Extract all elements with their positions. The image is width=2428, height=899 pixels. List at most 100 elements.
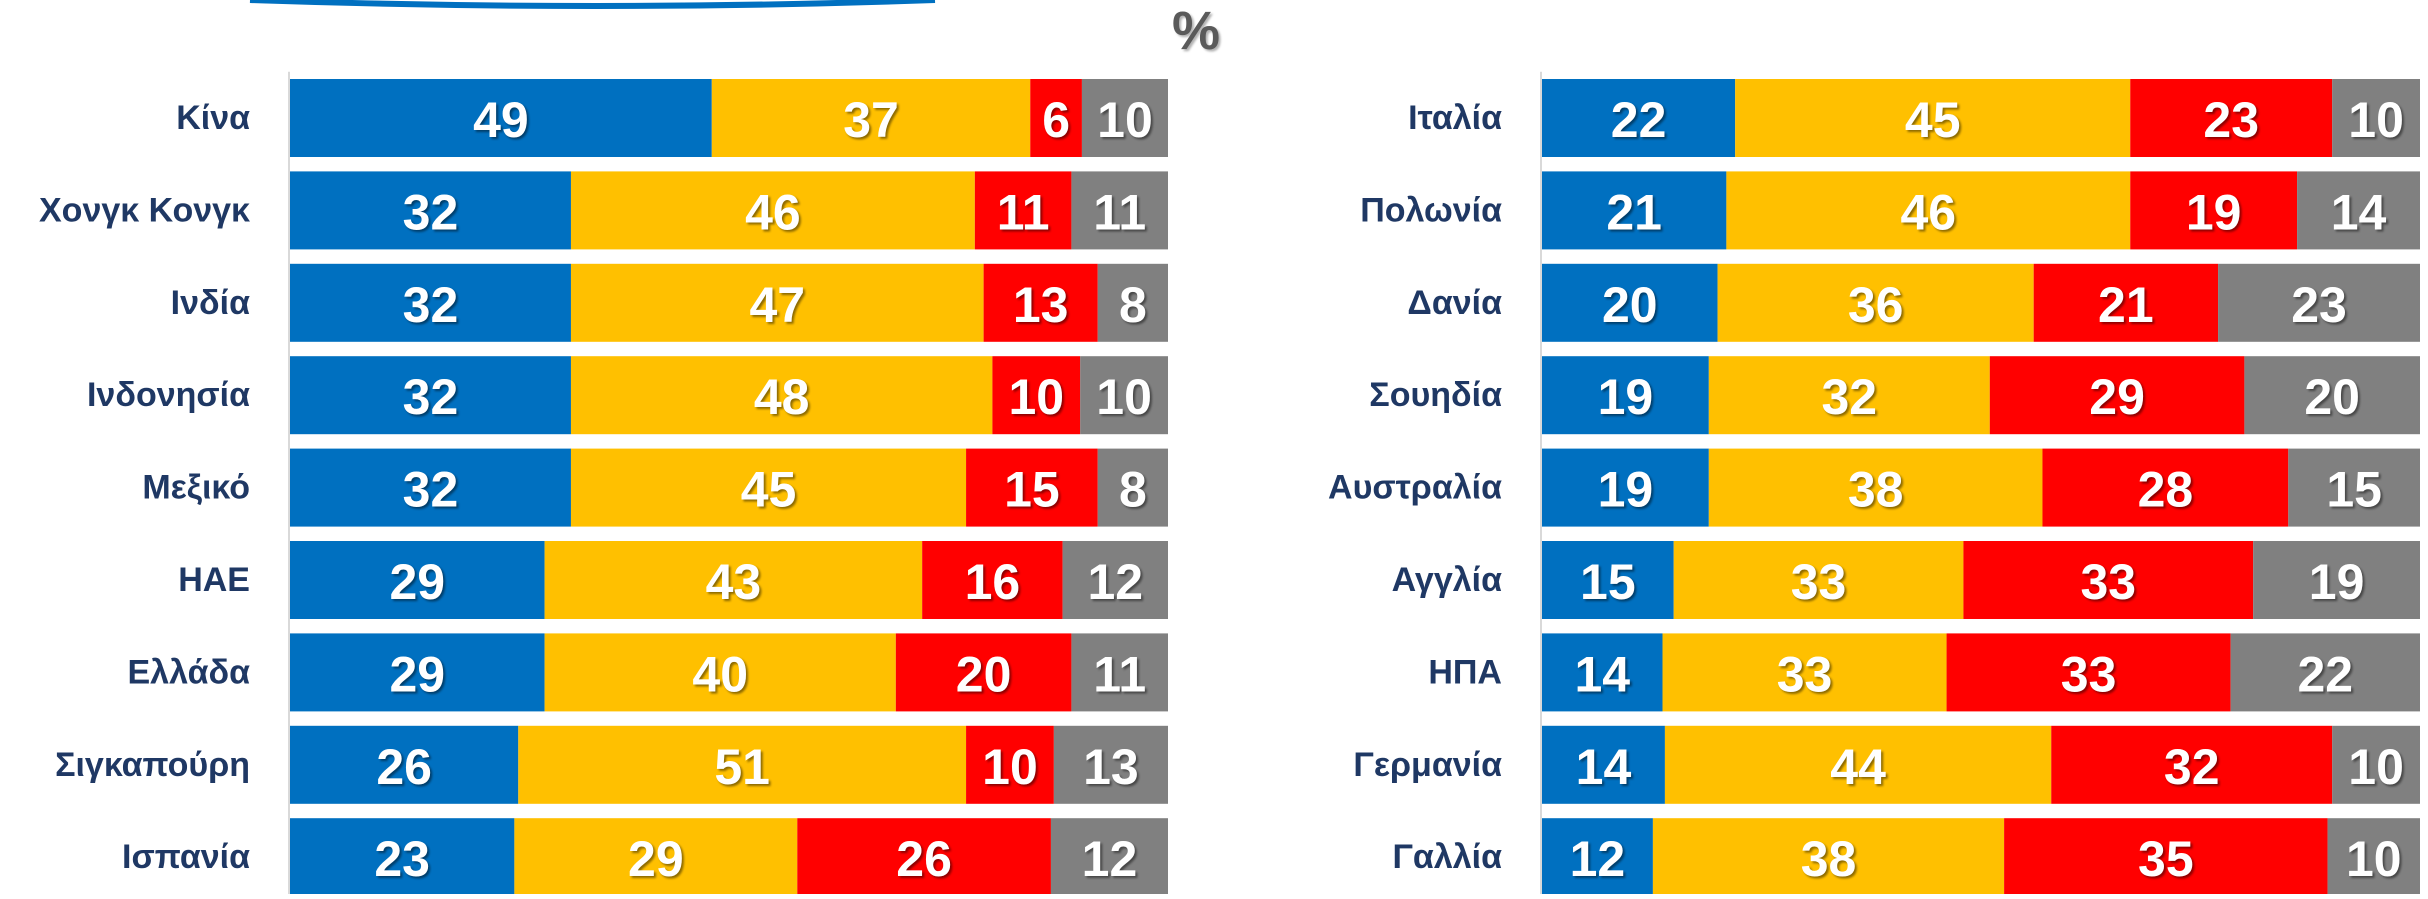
bar-segment	[1080, 356, 1168, 435]
bar-segment	[2332, 79, 2420, 157]
bar-segment	[1946, 633, 2231, 712]
bar-segment	[2004, 818, 2328, 897]
bar-segment	[974, 171, 1072, 250]
value-label: 32	[403, 369, 459, 425]
value-label: 13	[1013, 277, 1069, 333]
bar-segment	[1735, 79, 2131, 157]
category-label: Γαλλία	[1392, 838, 1502, 876]
value-label: 32	[403, 184, 459, 240]
bar-segment	[570, 356, 993, 435]
value-label: 48	[754, 369, 810, 425]
value-label: 10	[2346, 831, 2402, 887]
value-label: 32	[403, 462, 459, 518]
bar-segment	[2051, 725, 2333, 804]
value-label: 32	[403, 277, 459, 333]
bar-segment	[544, 633, 896, 712]
category-label: Ιταλία	[1408, 99, 1502, 137]
bar-segment	[290, 171, 571, 250]
value-label: 10	[1096, 369, 1152, 425]
value-label: 21	[2098, 277, 2154, 333]
value-label: 15	[2326, 462, 2382, 518]
bar-segment	[1081, 79, 1168, 157]
bar-segment	[1542, 263, 1718, 342]
bar-segment	[895, 633, 1072, 712]
category-label: Σουηδία	[1369, 376, 1502, 414]
bar-segment	[2332, 725, 2420, 804]
value-label: 33	[1791, 554, 1847, 610]
value-label: 46	[1901, 184, 1957, 240]
value-label: 45	[741, 462, 797, 518]
bar-segment	[1726, 171, 2131, 250]
value-label: 12	[1570, 831, 1626, 887]
bar-segment	[711, 79, 1031, 157]
value-label: 32	[2164, 739, 2220, 795]
bar-segment	[1673, 541, 1964, 619]
category-label: Χονγκ Κονγκ	[39, 191, 250, 229]
value-label: 12	[1082, 831, 1138, 887]
bar-segment	[1664, 725, 2052, 804]
value-label: 47	[749, 277, 805, 333]
bar-segment	[1062, 541, 1168, 619]
bar-segment	[518, 725, 967, 804]
bar-segment	[2288, 448, 2420, 527]
value-label: 45	[1905, 92, 1961, 148]
bar-segment	[544, 541, 923, 619]
category-label: Αγγλία	[1392, 561, 1502, 599]
value-label: 20	[1602, 277, 1658, 333]
value-label: 40	[692, 646, 748, 702]
bar-segment	[1963, 541, 2254, 619]
bar-segment	[2130, 171, 2298, 250]
value-label: 20	[956, 646, 1012, 702]
value-label: 49	[473, 92, 529, 148]
value-label: 8	[1119, 277, 1147, 333]
category-label: Ελλάδα	[127, 653, 250, 691]
bar-segment	[966, 448, 1098, 527]
value-label: 19	[1598, 369, 1654, 425]
category-label: ΗΠΑ	[1428, 653, 1502, 691]
value-label: 12	[1088, 554, 1144, 610]
bar-segment	[2244, 356, 2420, 435]
category-label: Αυστραλία	[1328, 469, 1502, 507]
bar-segment	[1652, 818, 2005, 897]
value-label: 36	[1848, 277, 1904, 333]
value-label: 10	[982, 739, 1038, 795]
value-label: 38	[1848, 462, 1904, 518]
bar-segment	[570, 448, 967, 527]
bar-segment	[2253, 541, 2420, 619]
category-label: Σιγκαπούρη	[55, 746, 250, 784]
bar-segment	[2218, 263, 2420, 342]
value-label: 14	[2331, 184, 2387, 240]
value-label: 19	[2309, 554, 2365, 610]
value-label: 23	[374, 831, 430, 887]
value-label: 13	[1083, 739, 1139, 795]
value-label: 14	[1576, 739, 1632, 795]
bar-segment	[1708, 448, 2043, 527]
value-label: 46	[745, 184, 801, 240]
value-label: 33	[2080, 554, 2136, 610]
value-label: 35	[2138, 831, 2194, 887]
bar-segment	[1050, 818, 1168, 897]
bar-segment	[1071, 633, 1168, 712]
bar-segment	[290, 633, 545, 712]
bar-segment	[2230, 633, 2420, 712]
bar-segment	[290, 356, 571, 435]
bar-segment	[1071, 171, 1168, 250]
category-label: Δανία	[1407, 284, 1502, 322]
category-label: Γερμανία	[1353, 746, 1502, 784]
bar-segment	[514, 818, 798, 897]
bar-segment	[1542, 633, 1663, 712]
value-label: 16	[965, 554, 1021, 610]
category-label: Κίνα	[176, 99, 250, 137]
bar-segment	[966, 725, 1054, 804]
bar-segment	[290, 448, 571, 527]
bar-segment	[1708, 356, 1990, 435]
bar-segment	[1097, 448, 1168, 527]
category-label: ΗΑΕ	[178, 561, 250, 599]
bar-segment	[1542, 725, 1665, 804]
value-label: 10	[2348, 739, 2404, 795]
value-label: 15	[1580, 554, 1636, 610]
value-label: 29	[389, 554, 445, 610]
value-label: 8	[1119, 462, 1147, 518]
bar-segment	[992, 356, 1081, 435]
decor-arc	[249, 0, 936, 9]
